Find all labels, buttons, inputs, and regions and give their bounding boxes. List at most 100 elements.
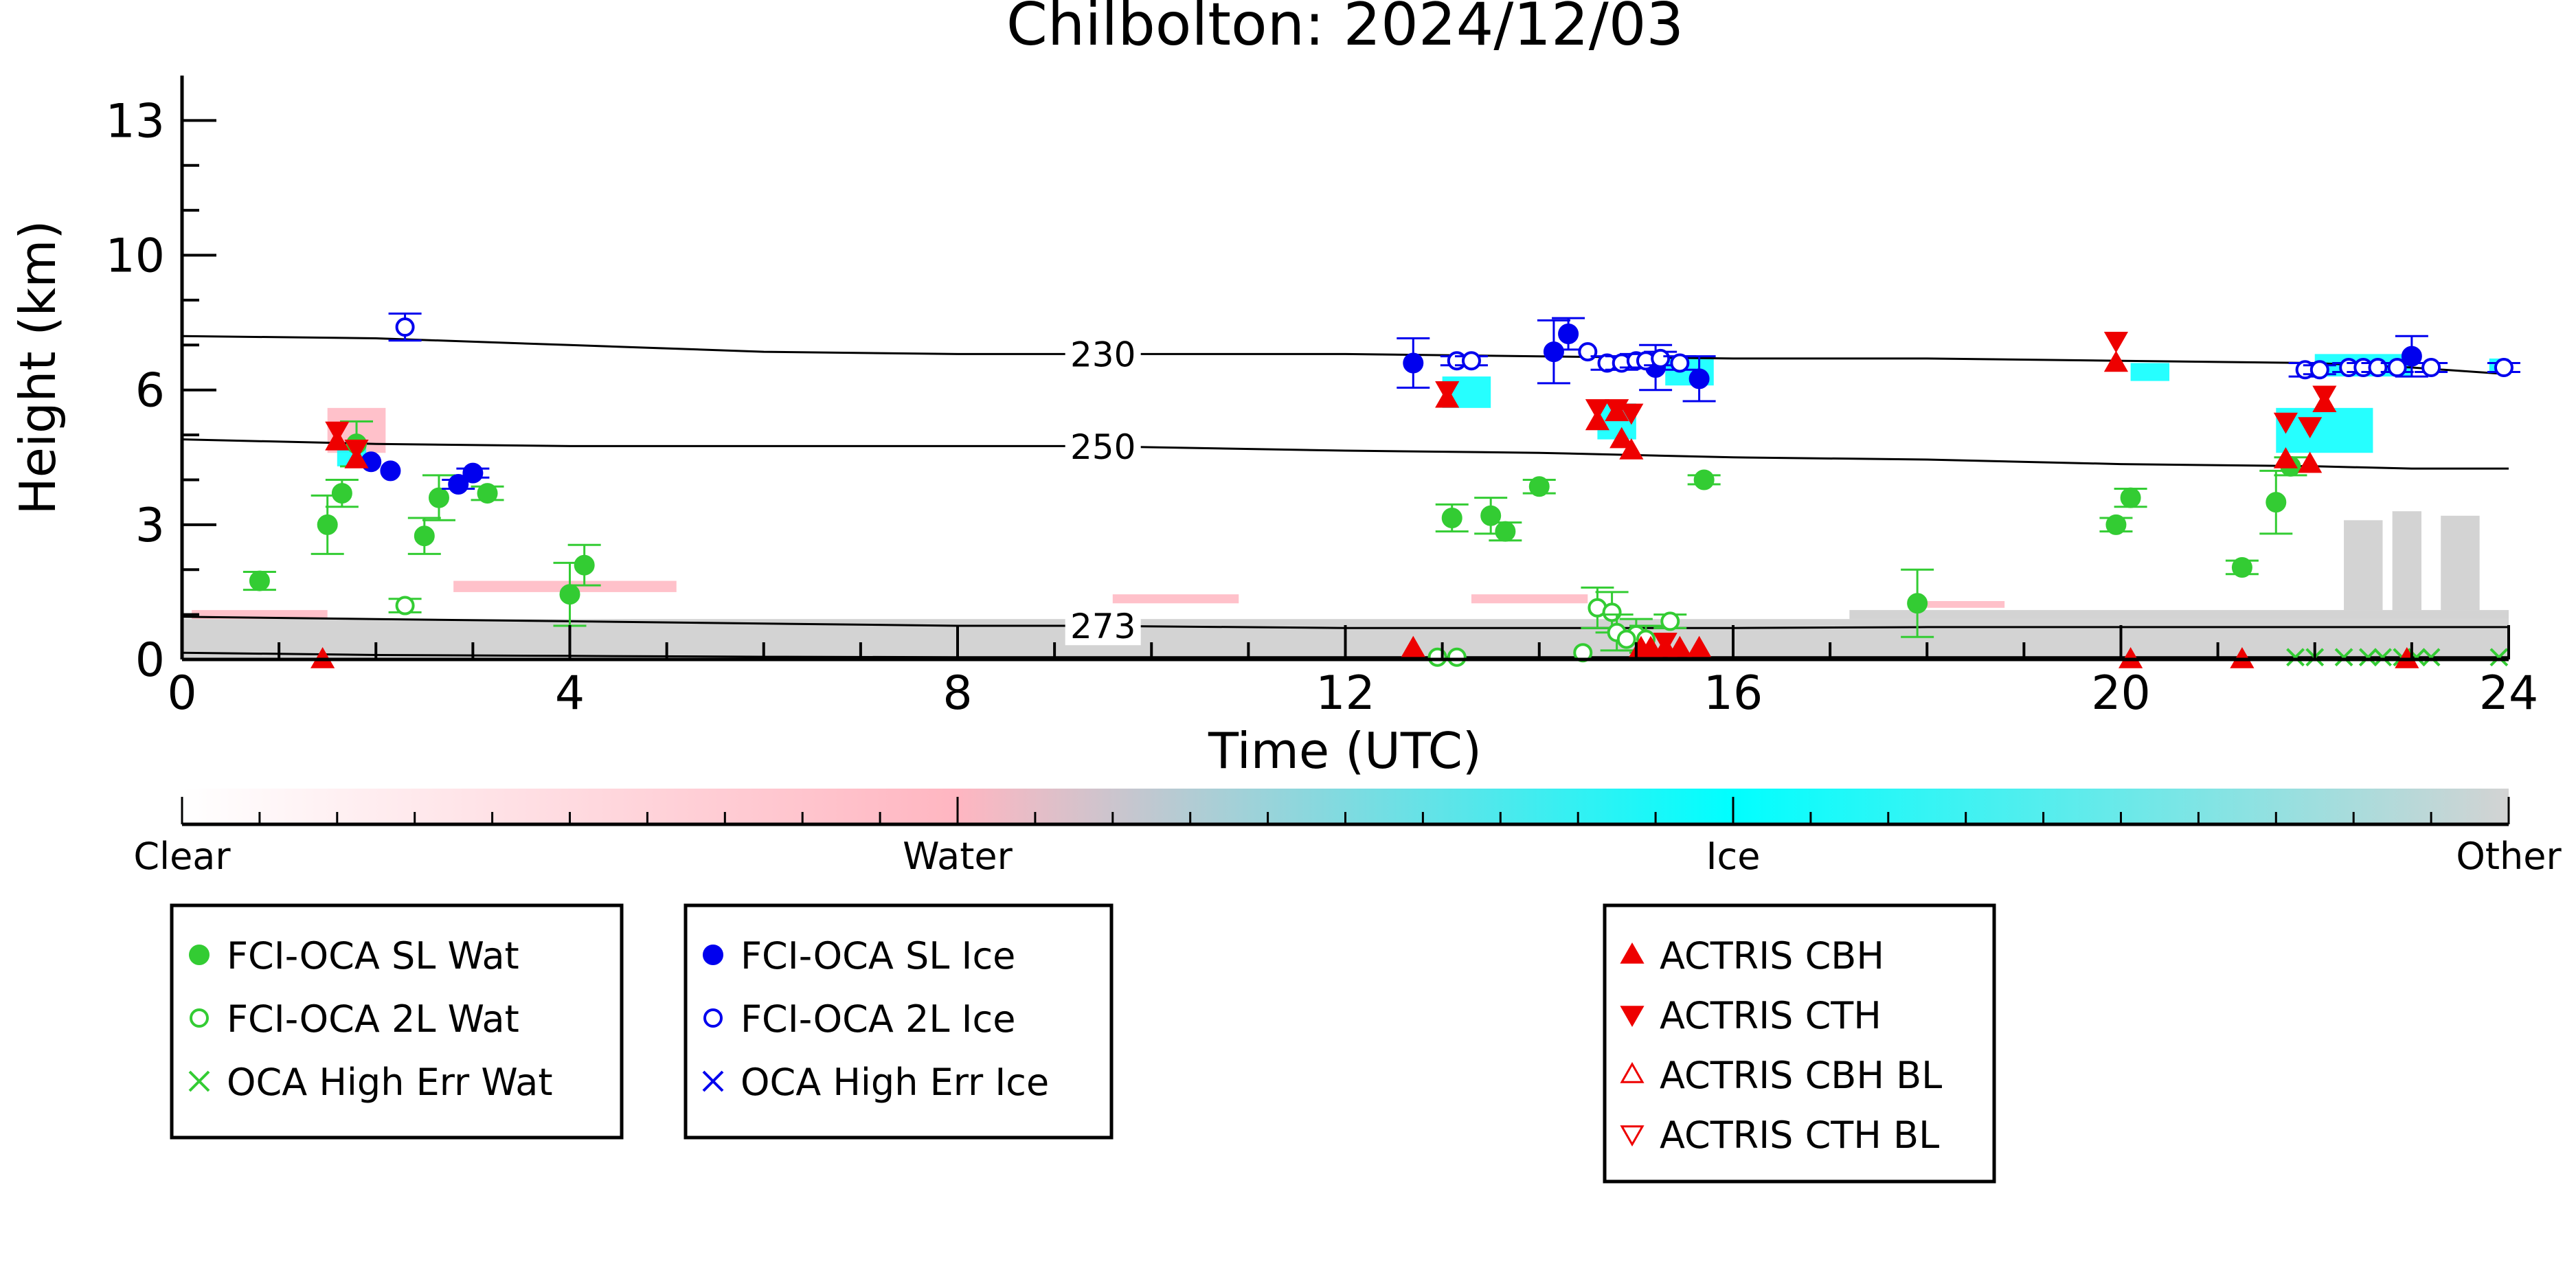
point [249,570,270,591]
background-region-water [1927,601,2005,608]
point [2103,332,2129,353]
point [2358,648,2377,667]
point [380,460,401,482]
legend-frame [683,903,1114,1140]
series-fci-oca-2l-ice [388,313,2520,380]
colorbar-label: Other [2456,835,2562,878]
point [1609,427,1634,449]
y-ticks: 0 3 6 10 13 [105,94,216,688]
contour-line [182,335,2509,376]
contour-label: 273 [1070,607,1136,646]
point [1578,342,1598,362]
legend-frame [1603,903,1996,1184]
colorbar-label: Ice [1706,835,1761,878]
point [1495,521,1516,542]
x-tick-label: 4 [555,666,585,721]
point [1543,341,1564,363]
colorbar-labels: Clear Water Ice Other [133,835,2562,878]
legend-label: ACTRIS CBH BL [1660,1054,1942,1097]
background-region-other [2344,520,2383,611]
y-axis-label: Height (km) [9,221,67,515]
legend-label: FCI-OCA 2L Wat [227,997,519,1041]
legend-label: ACTRIS CTH [1660,994,1882,1037]
point [2309,360,2329,380]
point [395,317,415,337]
legend-label: FCI-OCA SL Ice [741,934,1015,978]
point [2334,648,2353,667]
legend-marker [188,1070,210,1092]
point [1403,352,1424,374]
point [1620,1125,1645,1147]
point [2286,648,2305,667]
point [2120,487,2141,508]
contour-line [182,438,2509,470]
legend-box-2: FCI-OCA SL Ice FCI-OCA 2L Ice OCA High Err… [683,903,1114,1140]
point [703,945,723,965]
point [1907,593,1928,614]
legend-label: FCI-OCA SL Wat [227,934,519,978]
point [189,945,210,965]
point [414,526,435,547]
y-tick-label: 3 [135,499,165,553]
contour-label-bg [1065,607,1141,646]
point [2489,648,2509,667]
point [1688,368,1710,389]
point [1447,647,1467,667]
y-tick-label: 0 [135,633,165,688]
point [428,487,449,508]
point [1616,629,1636,649]
x-tick-label: 20 [2091,666,2151,721]
legend-frame [170,903,624,1140]
point [1651,348,1671,368]
point [448,474,469,495]
point [2266,492,2287,513]
point [1619,403,1644,425]
colorbar-ticks [181,797,2510,824]
legends: FCI-OCA SL Wat FCI-OCA 2L Wat OCA High Err… [170,903,1996,1184]
point [2368,358,2388,377]
point [1441,508,1462,529]
y-tick-label: 13 [105,94,165,148]
point [2231,556,2252,578]
y-tick-label: 10 [105,229,165,284]
legend-box-3: ACTRIS CBH ACTRIS CTH ACTRIS CBH BL ACTRIS … [1603,903,1996,1184]
background-region-water [1112,594,1239,604]
point [1693,469,1715,490]
contour-label-bg [1065,335,1141,374]
point [477,483,498,504]
point [2103,350,2129,372]
background-region-other [2392,511,2421,611]
point [395,596,415,615]
point [2273,447,2298,468]
point [1461,351,1481,371]
background-region-other [2441,515,2480,611]
temperature-contours [182,335,2509,659]
point [1620,942,1645,964]
series-fci-oca-sl-ice [361,317,2428,495]
chart-title: Chilbolton: 2024/12/03 [1006,0,1684,59]
legend-label: ACTRIS CBH [1660,934,1884,978]
contour-label: 230 [1070,335,1136,374]
x-ticks: 0 4 8 12 16 20 24 [167,625,2538,721]
point [1638,635,1663,657]
point [1620,1006,1645,1028]
point [2373,648,2392,667]
point [1435,381,1460,403]
point [2421,358,2441,377]
background-region-other [1849,610,2509,620]
point [1670,353,1690,373]
data-series: 230 250 273 [242,313,2520,668]
point [2298,417,2323,439]
point [2312,385,2337,407]
x-axis-label: Time (UTC) [1208,722,1482,780]
point [1528,476,1550,497]
colorbar: Clear Water Ice Other [133,789,2562,878]
legend-label: FCI-OCA 2L Ice [741,997,1015,1041]
x-tick-label: 16 [1704,666,1763,721]
colorbar-label: Clear [133,835,231,878]
legend-box-1: FCI-OCA SL Wat FCI-OCA 2L Wat OCA High Err… [170,903,624,1140]
x-tick-label: 8 [942,666,972,721]
point [2494,358,2513,377]
point [190,1008,209,1028]
point [1401,635,1425,657]
